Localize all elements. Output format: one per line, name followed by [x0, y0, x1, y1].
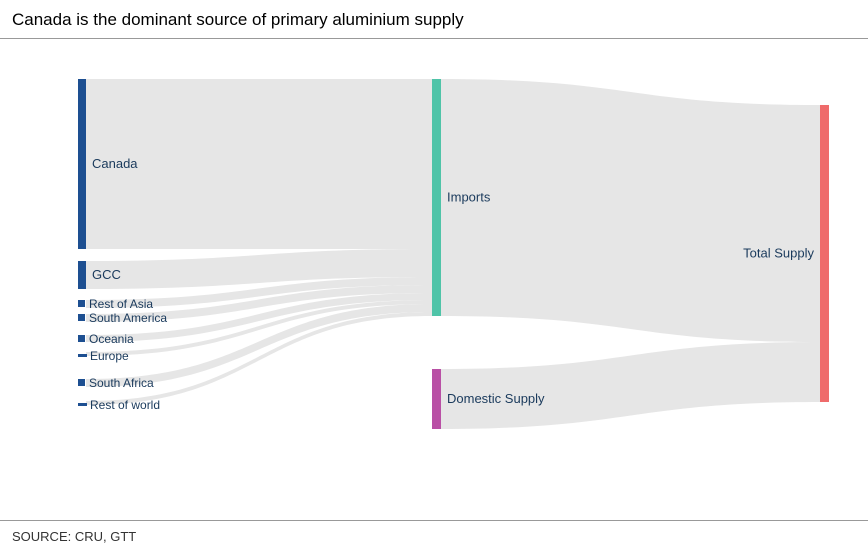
- sankey-link: [86, 79, 432, 249]
- sankey-link: [441, 79, 820, 342]
- chart-source: SOURCE: CRU, GTT: [0, 520, 868, 554]
- node-label: South Africa: [89, 376, 154, 390]
- node-label: Rest of world: [90, 398, 160, 412]
- sankey-node-domestic: [432, 369, 441, 429]
- sankey-chart: Canada GCC Rest of AsiaSouth America Oceani…: [0, 39, 868, 509]
- sankey-node-restasia: [78, 300, 85, 307]
- sankey-node-europe: [78, 354, 87, 357]
- sankey-link: [86, 312, 432, 405]
- sankey-node-gcc: [78, 261, 86, 289]
- sankey-node-canada: [78, 79, 86, 249]
- node-label: Domestic Supply: [447, 391, 545, 406]
- node-label: Total Supply: [743, 246, 814, 261]
- node-label: Rest of Asia: [89, 297, 153, 311]
- node-label: Oceania: [89, 332, 134, 346]
- node-label: Imports: [447, 190, 491, 205]
- sankey-node-oceania: [78, 335, 85, 342]
- sankey-node-southamerica: [78, 314, 85, 321]
- node-label: Europe: [90, 349, 129, 363]
- sankey-node-restworld: [78, 403, 87, 406]
- sankey-node-imports: [432, 79, 441, 316]
- node-label: GCC: [92, 267, 121, 282]
- sankey-node-southafrica: [78, 379, 85, 386]
- chart-title: Canada is the dominant source of primary…: [0, 0, 868, 39]
- node-label: South America: [89, 311, 167, 325]
- sankey-node-total: [820, 105, 829, 402]
- node-label: Canada: [92, 156, 138, 171]
- sankey-link: [441, 342, 820, 429]
